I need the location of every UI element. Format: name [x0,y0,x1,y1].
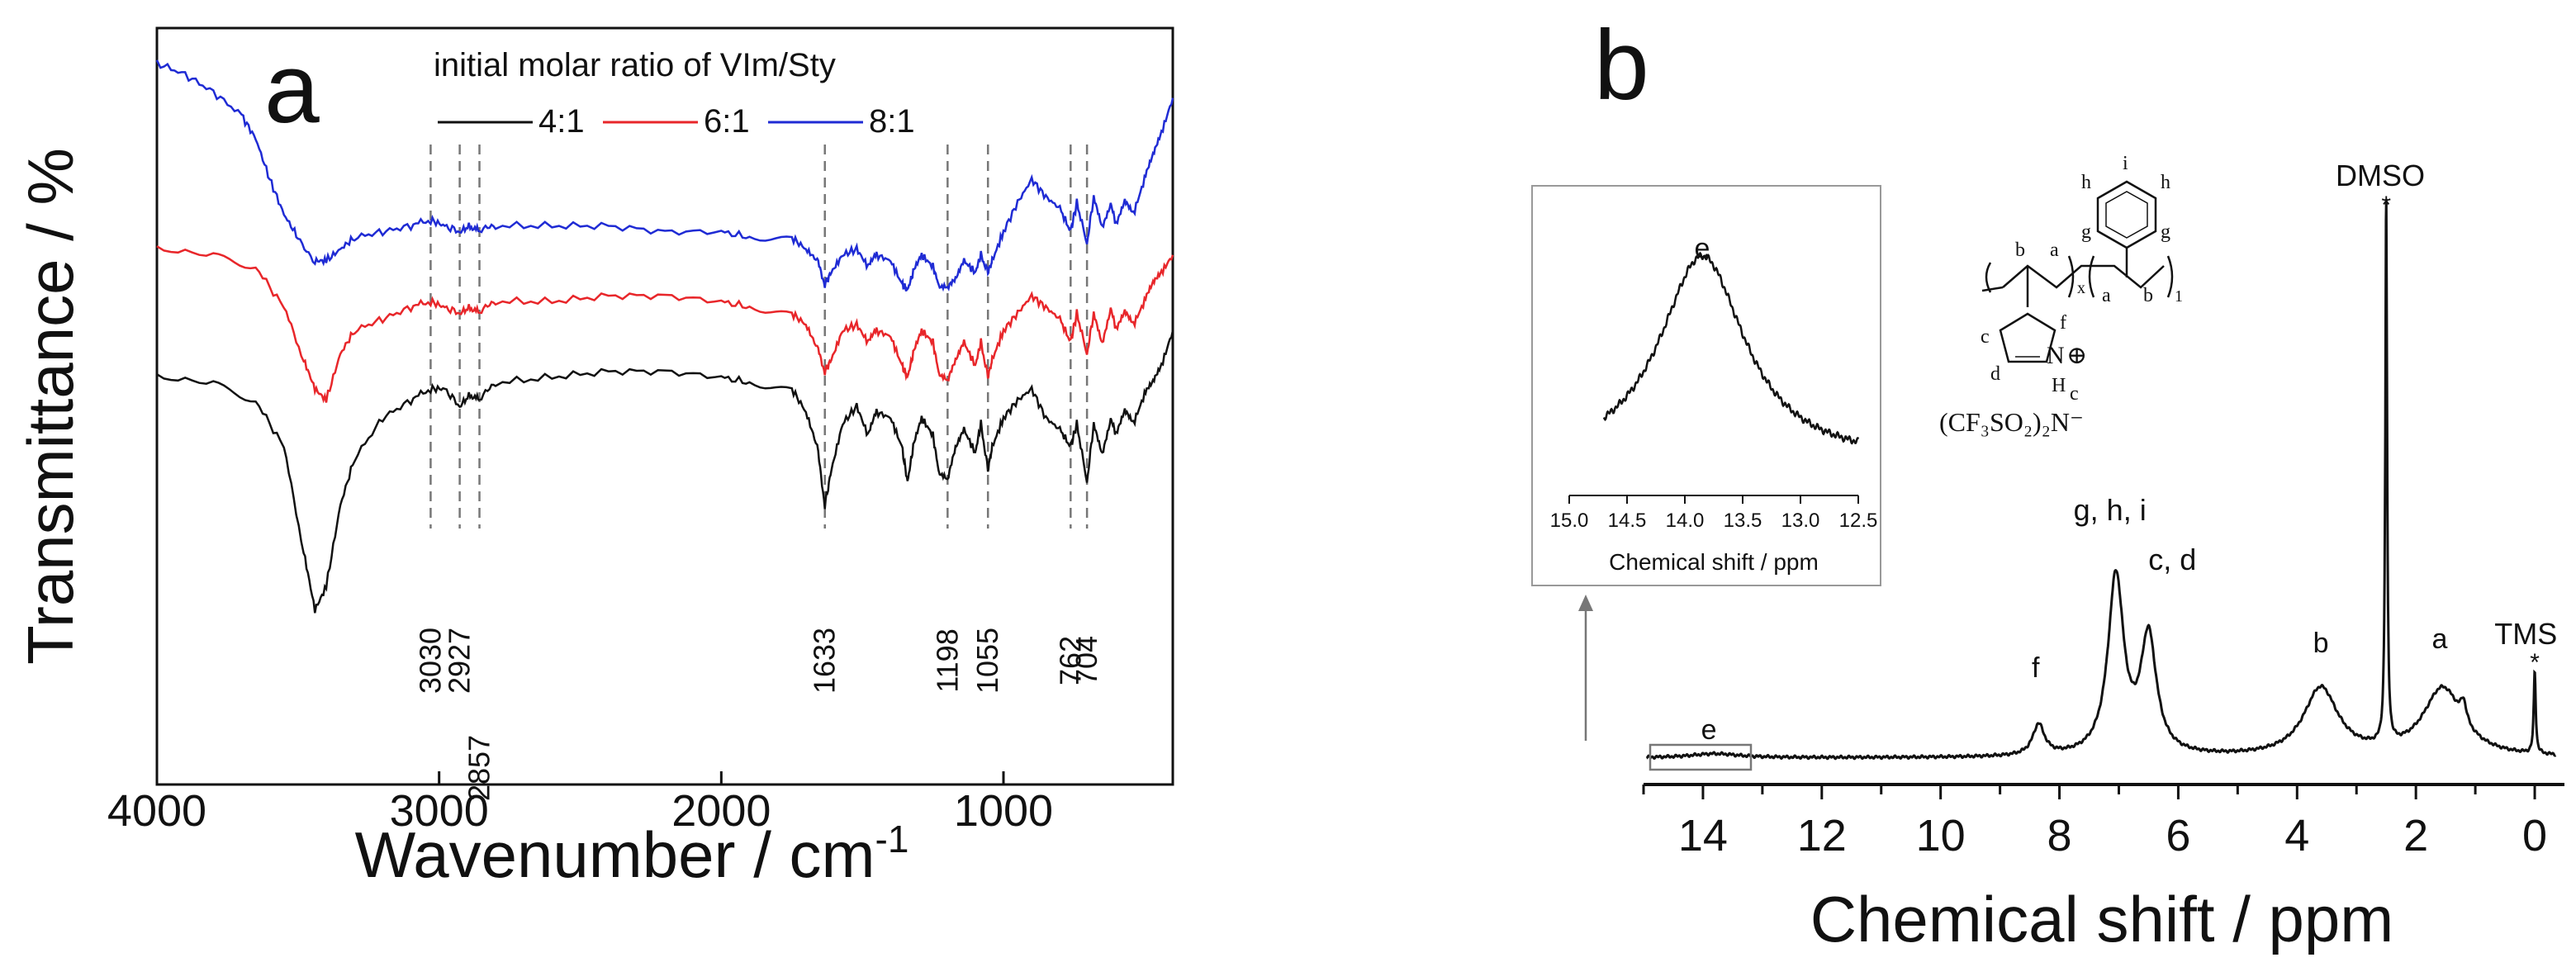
bracket-right-2 [2166,255,2174,298]
ref-label-1055: 1055 [970,628,1004,694]
series-8-1 [155,59,1174,292]
panel-b-x-label: Chemical shift / ppm [1810,883,2394,955]
inset-arrow-head [1578,595,1593,611]
panel-a-frame [155,26,1174,786]
bracket-right-1 [2067,255,2075,298]
panel-a-x-ticks: 4000 3000 2000 1000 [107,771,1053,836]
struct-label-a1: a [2050,239,2059,261]
inset-peak-label-e: e [1695,233,1710,264]
struct-label-b1: b [2015,239,2025,261]
chemical-structure [1981,180,2174,363]
phenyl-ring-inner [2105,191,2148,239]
panel-a-y-label: Transmittance / % [14,148,87,665]
struct-label-plus: ⊕ [2066,342,2087,369]
ref-label-704: 704 [1070,636,1103,685]
b-x-tick-label-10: 10 [1916,811,1966,860]
dmso-asterisk: * [2381,192,2391,219]
inset-frame [1531,185,1881,586]
legend-entry-4-1: 4:1 [538,103,585,140]
b-x-tick-label-6: 6 [2166,811,2190,860]
struct-label-a2: a [2102,285,2111,306]
x-tick-label-3000: 3000 [390,786,489,836]
struct-label-c1: c [1981,326,1990,348]
ref-label-762: 762 [1053,636,1087,685]
ref-label-2857: 2857 [463,735,496,801]
panel-b-x-ticks: 14 12 10 8 6 4 2 0 [1642,785,2547,860]
struct-label-b2: b [2143,285,2153,306]
struct-label-d: d [1990,363,2000,385]
inset-tick-label-13.5: 13.5 [1724,510,1762,532]
nmr-spectrum [1645,198,2557,761]
legend-entry-8-1: 8:1 [869,103,915,140]
struct-label-i: i [2123,153,2128,174]
peak-label-e: e [1701,714,1717,746]
inset-tick-label-14.5: 14.5 [1608,510,1647,532]
series-4-1 [156,330,1174,614]
b-x-tick-label-0: 0 [2522,811,2547,860]
peak-label-a: a [2431,623,2447,655]
inset-x-label: Chemical shift / ppm [1609,549,1819,575]
inset-tick-label-15.0: 15.0 [1550,510,1589,532]
b-x-tick-label-2: 2 [2403,811,2428,860]
legend-entry-6-1: 6:1 [704,103,750,140]
struct-label-h-nh: H [2052,375,2066,396]
phenyl-ring [2096,180,2157,249]
bracket-left-2 [2088,255,2095,298]
struct-label-anion: (CF₃SO₂)₂N⁻ [1939,407,2084,437]
panel-a-x-label-text: Wavenumber / cm [355,818,875,891]
struct-label-g1: g [2081,221,2091,243]
inset-x-ticks: 15.0 14.5 14.0 13.5 13.0 12.5 [1550,495,1878,532]
ref-label-3030: 3030 [413,628,447,694]
backbone-end-left [1981,286,2004,292]
b-x-tick-label-8: 8 [2047,811,2072,860]
legend: 4:1 6:1 8:1 [438,103,915,140]
inset-tick-label-14.0: 14.0 [1666,510,1705,532]
b-x-tick-label-12: 12 [1797,811,1847,860]
inset-tick-label-13.0: 13.0 [1781,510,1820,532]
panel-a-x-label-sup: -1 [875,818,909,860]
struct-label-h2: h [2161,172,2170,193]
inset-plot: e 15.0 14.5 14.0 13.5 13.0 12.5 Chemical shif… [1531,185,1881,586]
peak-label-c-d: c, d [2148,543,2196,576]
peak-label-f: f [2032,652,2040,684]
inset-tick-label-12.5: 12.5 [1839,510,1878,532]
panel-b-label: b [1594,10,1649,121]
struct-label-c2: c [2070,383,2079,405]
x-tick-label-4000: 4000 [107,786,206,836]
peak-label-tms: TMS [2494,617,2557,651]
panel-a-label: a [264,33,320,144]
panel-a: a initial molar ratio of VIm/Sty 4:1 6:1… [14,26,1174,891]
struct-label-n-plus: N [2047,342,2065,369]
struct-label-h1: h [2081,172,2091,193]
tms-asterisk: * [2530,649,2540,676]
ref-label-1198: 1198 [930,628,964,692]
b-x-tick-label-14: 14 [1678,811,1728,860]
structure-labels: b a x a b 1 g g h h i f c d N ⊕ H c (CF₃… [1939,153,2183,437]
ref-label-2927: 2927 [443,628,477,694]
legend-title: initial molar ratio of VIm/Sty [434,47,836,83]
inset-spectrum [1602,251,1860,445]
x-tick-label-2000: 2000 [671,786,771,836]
b-x-tick-label-4: 4 [2284,811,2309,860]
peak-label-g-h-i: g, h, i [2074,493,2147,527]
struct-label-sub-x: x [2077,279,2085,297]
peak-label-b: b [2313,628,2329,659]
x-tick-label-1000: 1000 [954,786,1053,836]
ref-label-1633: 1633 [808,628,842,694]
struct-label-g2: g [2161,221,2170,243]
struct-label-f: f [2060,312,2066,334]
series-6-1 [156,245,1174,404]
peak-label-dmso: DMSO [2336,159,2425,192]
ftir-series [155,59,1174,614]
struct-label-sub-1: 1 [2175,287,2183,306]
panel-a-x-label: Wavenumber / cm-1 [355,818,909,891]
bracket-left-1 [1985,262,1992,293]
imidazolium-ring [1999,312,2057,363]
peak-e-highlight-box [1649,743,1753,771]
